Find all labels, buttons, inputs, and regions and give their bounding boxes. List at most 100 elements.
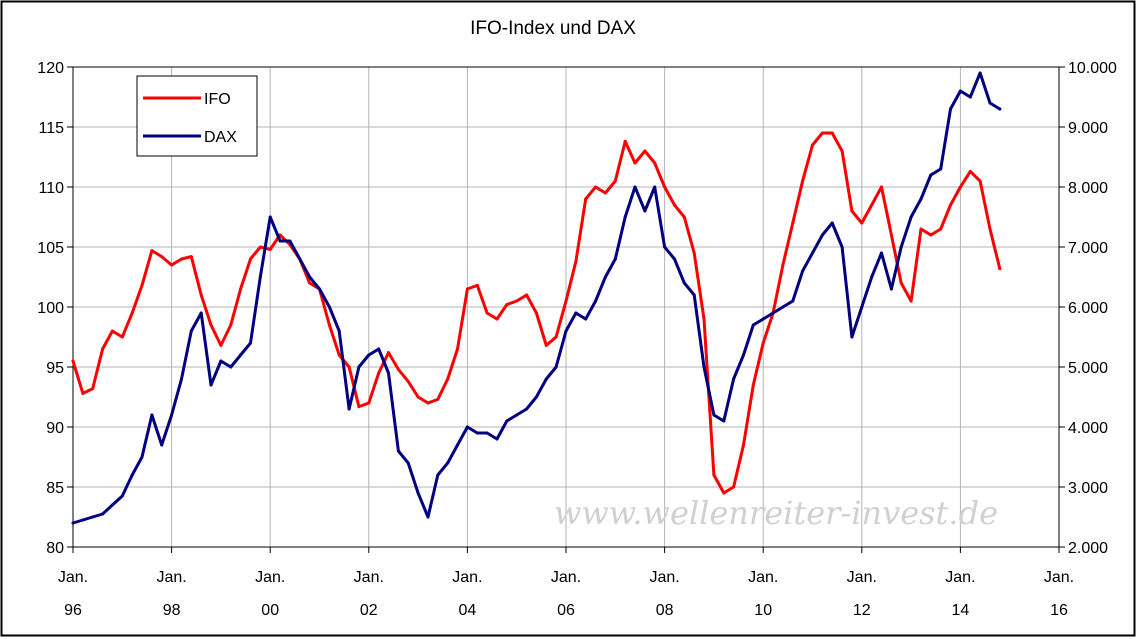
- dax-point: [613, 257, 617, 261]
- dax-point: [702, 365, 706, 369]
- grid: [73, 67, 1059, 547]
- dax-point: [673, 257, 676, 261]
- ifo-point: [978, 179, 982, 183]
- ifo-point: [889, 233, 893, 237]
- x-tick-label-year: 04: [459, 602, 477, 619]
- dax-point: [288, 239, 292, 243]
- dax-point: [534, 395, 538, 399]
- dax-point: [130, 473, 134, 477]
- ifo-point: [574, 259, 578, 263]
- ifo-point: [120, 335, 124, 339]
- x-tick-label-month: Jan.: [1044, 569, 1074, 586]
- left-tick-label: 95: [46, 360, 64, 377]
- ifo-point: [880, 185, 883, 189]
- ifo-point: [870, 203, 874, 207]
- ifo-point: [613, 179, 617, 183]
- ifo-point: [357, 405, 361, 409]
- left-tick-label: 105: [37, 240, 64, 257]
- ifo-point: [495, 317, 499, 321]
- dax-point: [357, 365, 361, 369]
- dax-point: [426, 515, 430, 519]
- series-dax: [71, 71, 1002, 525]
- ifo-point: [268, 247, 272, 251]
- dax-point: [929, 173, 933, 177]
- dax-point: [258, 275, 262, 279]
- ifo-point: [534, 311, 538, 315]
- legend-box: [136, 75, 258, 157]
- ifo-point: [761, 341, 765, 345]
- ifo-point: [308, 281, 312, 285]
- ifo-point: [229, 323, 233, 327]
- left-tick-label: 85: [46, 480, 64, 497]
- dax-point: [209, 383, 213, 387]
- x-tick-label-month: Jan.: [354, 569, 384, 586]
- ifo-point: [387, 351, 390, 355]
- dax-point: [919, 197, 923, 201]
- left-tick-label: 90: [46, 420, 64, 437]
- dax-point: [653, 185, 657, 189]
- x-tick-label-year: 16: [1050, 602, 1068, 619]
- ifo-point: [988, 227, 992, 231]
- ifo-point: [899, 281, 903, 285]
- ifo-point: [396, 367, 400, 371]
- series-layer: [71, 71, 1002, 525]
- ifo-point: [722, 491, 726, 495]
- ifo-point: [998, 267, 1002, 271]
- dax-point: [515, 413, 519, 417]
- ifo-point: [160, 255, 164, 259]
- ifo-point: [929, 233, 933, 237]
- x-tick-label-year: 02: [360, 602, 378, 619]
- ifo-point: [682, 215, 686, 219]
- ifo-point: [673, 203, 676, 207]
- ifo-point: [249, 257, 252, 261]
- dax-point: [160, 443, 164, 447]
- ifo-point: [219, 343, 223, 347]
- ifo-point: [436, 397, 440, 401]
- x-tick-label-month: Jan.: [452, 569, 482, 586]
- ifo-point: [909, 299, 913, 303]
- x-tick-label-month: Jan.: [945, 569, 975, 586]
- dax-point: [485, 431, 489, 435]
- ifo-point: [239, 287, 243, 291]
- dax-point: [278, 239, 282, 243]
- dax-point: [623, 215, 627, 219]
- chart-title: IFO-Index und DAX: [470, 18, 636, 39]
- series-ifo: [71, 131, 1002, 495]
- left-tick-label: 80: [46, 540, 64, 557]
- x-tick-label-year: 96: [64, 602, 82, 619]
- ifo-point: [958, 185, 962, 189]
- x-tick-label-year: 10: [754, 602, 772, 619]
- ifo-point: [426, 401, 430, 405]
- dax-point: [633, 185, 637, 189]
- ifo-point: [633, 161, 637, 165]
- x-axis: Jan. 96 Jan. 98 Jan. 00 Jan. 02 Jan. 04 Jan. 06 Jan.…: [58, 547, 1074, 619]
- dax-point: [574, 311, 578, 315]
- ifo-point: [692, 251, 696, 255]
- dax-point: [456, 443, 459, 447]
- dax-point: [140, 455, 144, 459]
- dax-point: [406, 461, 410, 465]
- x-tick-label-year: 08: [656, 602, 674, 619]
- dax-point: [771, 311, 775, 315]
- dax-point: [998, 107, 1002, 111]
- dax-point: [377, 347, 381, 351]
- ifo-point: [416, 395, 420, 399]
- ifo-point: [515, 299, 519, 303]
- dax-point: [318, 287, 321, 291]
- dax-point: [584, 317, 588, 321]
- ifo-point: [544, 343, 548, 347]
- left-tick-label: 115: [38, 120, 64, 137]
- ifo-point: [623, 139, 627, 143]
- dax-point: [870, 275, 874, 279]
- ifo-point: [732, 485, 736, 489]
- x-tick-label-year: 00: [261, 602, 279, 619]
- dax-point: [958, 89, 962, 93]
- ifo-point: [446, 377, 450, 381]
- x-tick-label-month: Jan.: [58, 569, 88, 586]
- ifo-point: [71, 359, 75, 363]
- dax-point: [189, 329, 193, 333]
- x-tick-label-year: 06: [557, 602, 575, 619]
- ifo-point: [830, 131, 834, 135]
- dax-point: [249, 341, 252, 345]
